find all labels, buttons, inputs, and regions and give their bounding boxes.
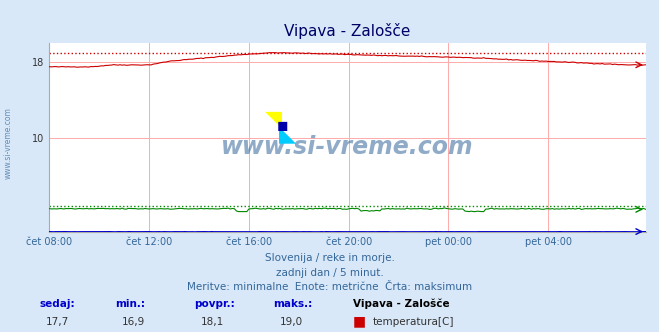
- Text: www.si-vreme.com: www.si-vreme.com: [221, 135, 474, 159]
- Title: Vipava - Zalošče: Vipava - Zalošče: [285, 23, 411, 39]
- Text: 17,7: 17,7: [46, 317, 69, 327]
- Text: Meritve: minimalne  Enote: metrične  Črta: maksimum: Meritve: minimalne Enote: metrične Črta:…: [187, 283, 472, 292]
- Text: temperatura[C]: temperatura[C]: [372, 317, 454, 327]
- Text: 16,9: 16,9: [122, 317, 145, 327]
- Text: sedaj:: sedaj:: [40, 299, 75, 309]
- Text: ◣: ◣: [279, 124, 297, 144]
- Text: ◥: ◥: [264, 109, 281, 129]
- Text: Vipava - Zalošče: Vipava - Zalošče: [353, 298, 449, 309]
- Text: 19,0: 19,0: [280, 317, 303, 327]
- Text: ■: ■: [353, 314, 366, 328]
- Text: min.:: min.:: [115, 299, 146, 309]
- Text: maks.:: maks.:: [273, 299, 313, 309]
- Text: Slovenija / reke in morje.: Slovenija / reke in morje.: [264, 253, 395, 263]
- Text: ◼: ◼: [276, 120, 288, 133]
- Text: www.si-vreme.com: www.si-vreme.com: [3, 107, 13, 179]
- Text: povpr.:: povpr.:: [194, 299, 235, 309]
- Text: ■: ■: [353, 331, 366, 332]
- Text: zadnji dan / 5 minut.: zadnji dan / 5 minut.: [275, 268, 384, 278]
- Text: 18,1: 18,1: [201, 317, 224, 327]
